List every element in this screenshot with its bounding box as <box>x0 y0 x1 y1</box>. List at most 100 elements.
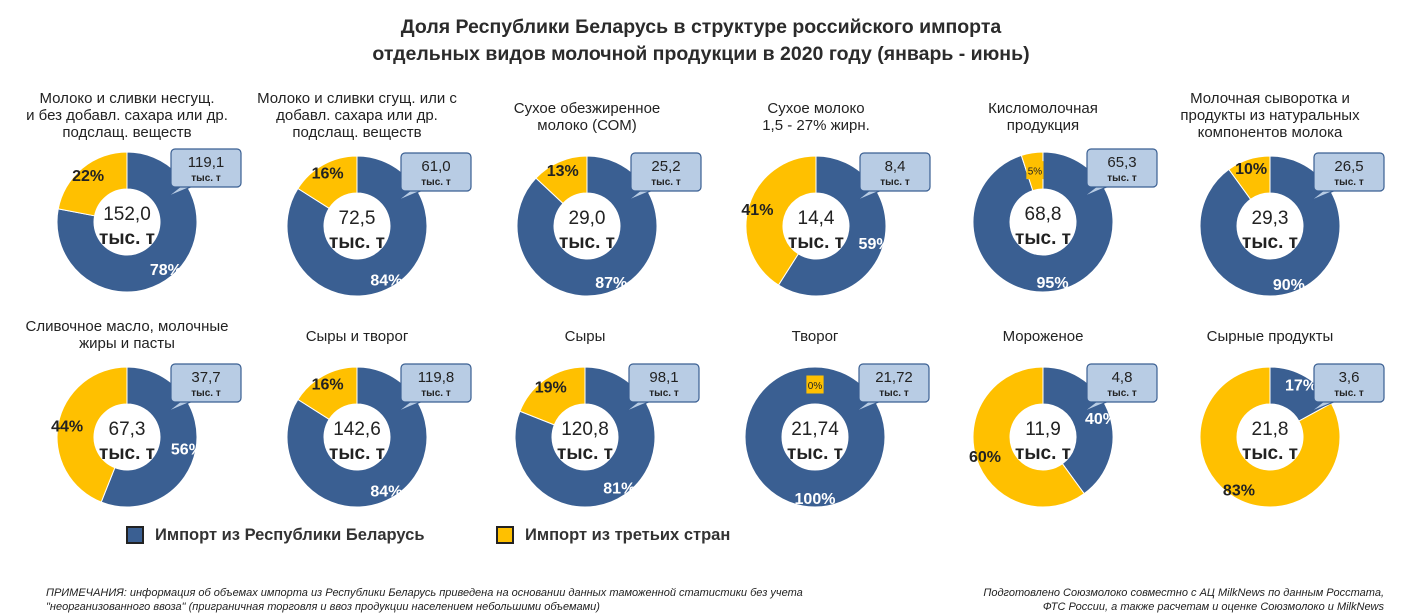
chart-title-line: Сливочное масло, молочные <box>26 318 229 335</box>
chart-title-line: Сыры <box>565 328 606 345</box>
callout-unit: тыс. т <box>191 173 221 184</box>
center-total: 29,3 <box>1252 208 1289 229</box>
callout-value: 4,8 <box>1112 369 1133 386</box>
chart-title-line: подслащ. веществ <box>62 124 191 141</box>
slice-label-belarus: 40% <box>1085 411 1117 428</box>
slice-label-third: 22% <box>72 168 104 185</box>
chart-title-line: продукция <box>1007 117 1079 134</box>
callout-value: 3,6 <box>1339 369 1360 386</box>
slice-third <box>972 366 1085 508</box>
chart-title-line: и без добавл. сахара или др. <box>26 107 228 124</box>
slice-label-belarus: 84% <box>370 483 402 500</box>
slice-label-third: 60% <box>969 449 1001 466</box>
center-total: 72,5 <box>339 208 376 229</box>
footnote-notes: ПРИМЕЧАНИЯ: информация об объемах импорт… <box>46 586 803 614</box>
center-total: 14,4 <box>798 208 835 229</box>
center-total: 152,0 <box>103 204 151 225</box>
legend-item-third: Импорт из третьих стран <box>496 523 730 547</box>
slice-belarus <box>972 151 1114 293</box>
callout-value: 21,72 <box>875 369 913 386</box>
center-total: 29,0 <box>569 208 606 229</box>
source-line-1: Подготовлено Союзмолоко совместно с АЦ M… <box>983 587 1384 599</box>
slice-third <box>56 366 128 503</box>
center-total-unit: тыс. т <box>329 443 385 464</box>
slice-third <box>57 151 128 217</box>
center-total-unit: тыс. т <box>787 443 843 464</box>
center-total-unit: тыс. т <box>99 443 155 464</box>
center-total-unit: тыс. т <box>99 228 155 249</box>
legend-swatch-belarus <box>126 526 144 544</box>
donut-chart-12: Сырные продукты 17% 83% 21,8 тыс. т 3,6 тыс. т <box>1199 328 1385 508</box>
callout-unit: тыс. т <box>879 388 909 399</box>
chart-title-line: Молоко и сливки несгущ. <box>39 90 214 107</box>
slice-label-third: 16% <box>312 377 344 394</box>
donut-chart-11: Мороженое 40% 60% 11,9 тыс. т 4,8 тыс. т <box>969 328 1158 508</box>
donut-chart-9: Сыры 81% 19% 120,8 тыс. т 98,1 тыс. т <box>514 328 700 508</box>
callout-box <box>400 152 472 192</box>
title-line-1: Доля Республики Беларусь в структуре рос… <box>400 16 1002 38</box>
callout-value: 25,2 <box>651 158 680 175</box>
callout-value: 65,3 <box>1107 154 1136 171</box>
center-total-unit: тыс. т <box>1242 443 1298 464</box>
callout-box <box>400 363 472 403</box>
slice-label-third: 0% <box>808 381 823 392</box>
callout-box <box>170 148 242 188</box>
callout-unit: тыс. т <box>1107 388 1137 399</box>
center-total-unit: тыс. т <box>1015 443 1071 464</box>
callout-box <box>170 363 242 403</box>
chart-title-line: Кисломолочная <box>988 100 1098 117</box>
callout-value: 37,7 <box>191 369 220 386</box>
donut-chart-10: Творог 100% 0% 21,74 тыс. т 21,72 тыс. т <box>744 328 930 508</box>
callout-unit: тыс. т <box>191 388 221 399</box>
slice-label-belarus: 17% <box>1285 377 1317 394</box>
chart-title-line: молоко (СОМ) <box>537 117 637 134</box>
center-total: 142,6 <box>333 419 381 440</box>
chart-title-line: Мороженое <box>1003 328 1084 345</box>
legend-label-third: Импорт из третьих стран <box>525 525 731 544</box>
slice-third <box>1228 155 1271 201</box>
footnote-line-1: ПРИМЕЧАНИЯ: информация об объемах импорт… <box>46 587 803 599</box>
center-total-unit: тыс. т <box>1015 228 1071 249</box>
chart-title-line: жиры и пасты <box>79 335 175 352</box>
source-line-2: ФТС России, а также расчетам и оценке Со… <box>1042 601 1384 613</box>
slice-label-belarus: 56% <box>171 441 203 458</box>
callout-value: 8,4 <box>885 158 906 175</box>
chart-title-line: Молочная сыворотка и <box>1190 90 1350 107</box>
callout-value: 119,8 <box>418 369 454 386</box>
slice-label-box <box>1026 161 1044 180</box>
chart-title-line: Сухое молоко <box>767 100 864 117</box>
slice-label-belarus: 87% <box>595 275 627 292</box>
slice-belarus <box>56 151 198 293</box>
slice-label-belarus: 78% <box>150 262 182 279</box>
slice-label-belarus: 100% <box>795 491 836 508</box>
callout-unit: тыс. т <box>649 388 679 399</box>
callout-value: 26,5 <box>1334 158 1363 175</box>
center-total-unit: тыс. т <box>557 443 613 464</box>
slice-label-third: 13% <box>547 163 579 180</box>
slice-belarus <box>514 366 656 508</box>
footnote-line-2: "неорганизованного ввоза" (приграничная … <box>46 601 600 613</box>
donut-chart-8: Сыры и творог 84% 16% 142,6 тыс. т 119,8 тыс. … <box>286 328 472 508</box>
chart-title-line: 1,5 - 27% жирн. <box>762 117 870 134</box>
slice-third <box>519 366 586 426</box>
chart-title-line: Сыры и творог <box>306 328 409 345</box>
slice-third <box>297 366 358 421</box>
callout-unit: тыс. т <box>1107 173 1137 184</box>
slice-belarus <box>1199 155 1341 297</box>
chart-title-line: добавл. сахара или др. <box>276 107 438 124</box>
chart-title-line: подслащ. веществ <box>292 124 421 141</box>
slice-label-third: 5% <box>1028 167 1043 178</box>
slice-third <box>297 155 358 210</box>
callout-box <box>1313 363 1385 403</box>
slice-label-belarus: 84% <box>370 272 402 289</box>
chart-title-line: Творог <box>792 328 839 345</box>
slice-label-third: 83% <box>1223 483 1255 500</box>
slice-belarus <box>286 366 428 508</box>
slice-label-belarus: 81% <box>603 480 635 497</box>
center-total: 21,74 <box>791 419 839 440</box>
